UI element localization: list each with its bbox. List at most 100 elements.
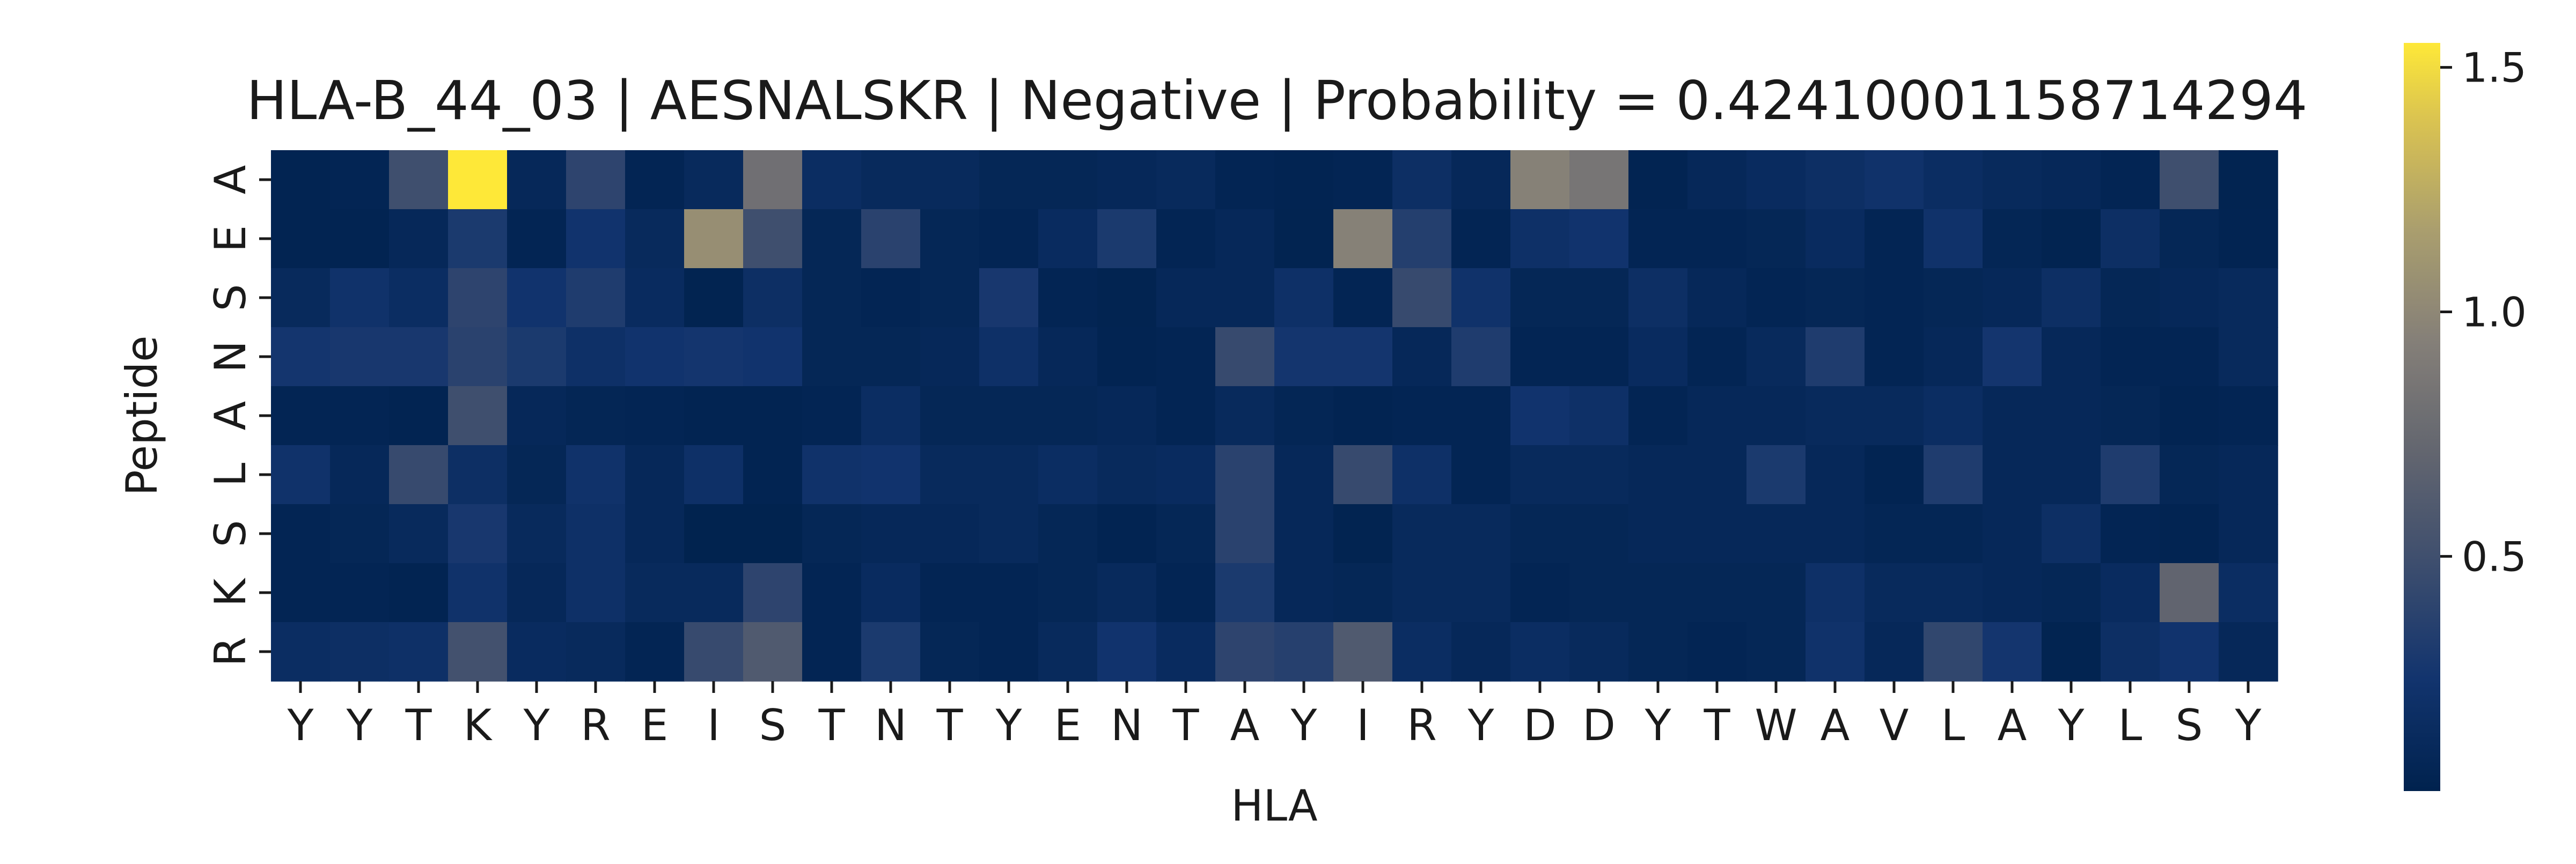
heatmap-cell: [1746, 327, 1806, 387]
heatmap-cell: [1274, 327, 1334, 387]
heatmap-cell: [1274, 209, 1334, 269]
heatmap-cell: [448, 386, 508, 446]
heatmap-cell: [1983, 445, 2042, 505]
heatmap-cell: [1215, 268, 1275, 328]
heatmap-cell: [684, 386, 744, 446]
heatmap-cell: [1333, 209, 1393, 269]
x-tick-label: T: [818, 700, 846, 750]
heatmap-cell: [1687, 563, 1747, 623]
heatmap-cell: [1451, 386, 1511, 446]
heatmap-cell: [1746, 386, 1806, 446]
heatmap-cell: [1687, 386, 1747, 446]
heatmap-cell: [1156, 504, 1216, 564]
heatmap-cell: [1628, 504, 1688, 564]
heatmap-cell: [1806, 209, 1865, 269]
heatmap-cell: [1451, 327, 1511, 387]
y-tick-label: S: [206, 284, 255, 312]
heatmap-cell: [1628, 327, 1688, 387]
heatmap-cell: [1274, 622, 1334, 682]
heatmap-cell: [1806, 504, 1865, 564]
heatmap-cell: [1097, 563, 1157, 623]
heatmap-cell: [1333, 327, 1393, 387]
x-tick-label: T: [936, 700, 964, 750]
heatmap-cell: [1333, 563, 1393, 623]
heatmap-cell: [1038, 327, 1098, 387]
heatmap-cell: [1333, 504, 1393, 564]
colorbar-tick-label: 1.0: [2462, 288, 2527, 336]
heatmap-cell: [979, 386, 1039, 446]
heatmap-cell: [1215, 327, 1275, 387]
heatmap-cell: [1746, 563, 1806, 623]
heatmap-cell: [1038, 386, 1098, 446]
heatmap-cell: [389, 386, 449, 446]
heatmap-cell: [625, 504, 685, 564]
heatmap-cell: [1215, 150, 1275, 210]
heatmap-cell: [1569, 268, 1629, 328]
heatmap-cell: [1038, 209, 1098, 269]
x-tick-label: S: [2176, 700, 2203, 750]
heatmap-cell: [743, 150, 803, 210]
x-tick-label: L: [2118, 700, 2142, 750]
heatmap-cell: [1806, 622, 1865, 682]
heatmap-cell: [684, 268, 744, 328]
heatmap-cell: [743, 622, 803, 682]
heatmap-cell: [625, 622, 685, 682]
heatmap-cell: [861, 386, 921, 446]
x-tick-label: R: [581, 700, 611, 750]
heatmap-cell: [1215, 622, 1275, 682]
heatmap-cell: [2042, 327, 2101, 387]
heatmap-cell: [2042, 504, 2101, 564]
heatmap-cell: [1451, 150, 1511, 210]
heatmap-cell: [330, 622, 390, 682]
heatmap-cell: [271, 563, 331, 623]
heatmap-cell: [1038, 268, 1098, 328]
heatmap-cell: [2219, 150, 2278, 210]
heatmap-cell: [1865, 622, 1924, 682]
heatmap-cell: [2160, 563, 2219, 623]
x-tick-label: N: [1111, 700, 1143, 750]
heatmap-cell: [1806, 327, 1865, 387]
heatmap-cell: [1392, 327, 1452, 387]
x-tick-label: A: [1230, 700, 1260, 750]
heatmap-cell: [684, 622, 744, 682]
heatmap-cell: [1333, 386, 1393, 446]
x-tick-label: Y: [1467, 700, 1495, 750]
heatmap-cell: [1865, 150, 1924, 210]
heatmap-cell: [2042, 150, 2101, 210]
heatmap-cell: [1392, 268, 1452, 328]
x-tick-label: T: [1704, 700, 1731, 750]
heatmap-cell: [1510, 209, 1570, 269]
heatmap-cell: [1569, 445, 1629, 505]
heatmap-cell: [330, 268, 390, 328]
heatmap-cell: [1628, 563, 1688, 623]
colorbar-tick-label: 1.5: [2462, 44, 2527, 92]
heatmap-cell: [1806, 150, 1865, 210]
heatmap-cell: [979, 209, 1039, 269]
y-tick-label: A: [206, 401, 255, 430]
heatmap-cell: [330, 563, 390, 623]
heatmap-cell: [566, 445, 626, 505]
heatmap-cell: [920, 445, 980, 505]
heatmap-cell: [2101, 327, 2160, 387]
heatmap-cell: [330, 445, 390, 505]
heatmap-cell: [684, 504, 744, 564]
heatmap-cell: [1983, 150, 2042, 210]
heatmap-cell: [507, 563, 567, 623]
heatmap-cell: [448, 563, 508, 623]
heatmap-cell: [1746, 445, 1806, 505]
y-tick-label: L: [206, 462, 255, 486]
heatmap-cell: [566, 504, 626, 564]
heatmap-cell: [1097, 209, 1157, 269]
heatmap-cell: [2042, 268, 2101, 328]
heatmap-cell: [389, 268, 449, 328]
x-tick-label: Y: [287, 700, 314, 750]
heatmap-cell: [1628, 209, 1688, 269]
x-tick-label: W: [1755, 700, 1797, 750]
heatmap-cell: [2042, 386, 2101, 446]
heatmap-cell: [625, 150, 685, 210]
x-tick-label: Y: [2058, 700, 2085, 750]
heatmap-cell: [1865, 268, 1924, 328]
heatmap-cell: [566, 563, 626, 623]
heatmap-cell: [1274, 150, 1334, 210]
heatmap-cell: [802, 327, 862, 387]
